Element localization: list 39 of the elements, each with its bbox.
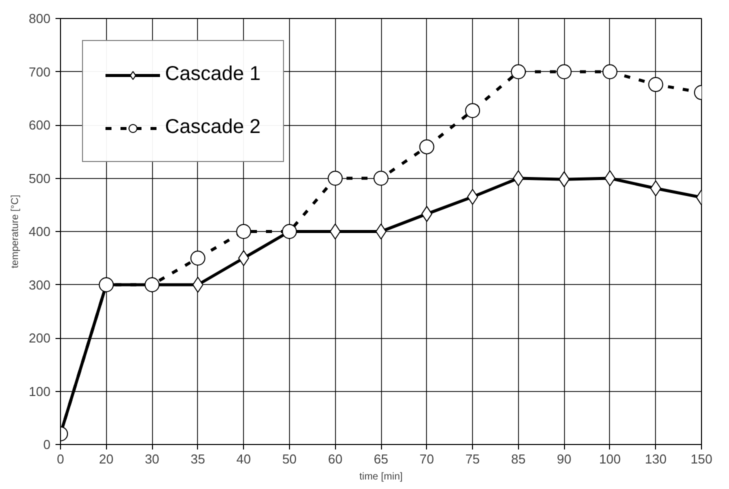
point (328, 170, 343, 186)
x-tick-label: 40 (236, 452, 251, 466)
y-tick-label: 300 (28, 277, 51, 292)
y-tick-label: 800 (28, 11, 51, 26)
y-tick-label: 200 (28, 330, 51, 346)
legend-label: Cascade 1 (165, 63, 261, 86)
y-tick-label: 400 (28, 224, 51, 239)
x-axis-title: time [min] (359, 472, 403, 482)
point (419, 139, 434, 154)
x-tick-label: 75 (465, 452, 480, 466)
y-tick-label: 0 (43, 437, 51, 452)
x-tick-label: 85 (511, 452, 526, 466)
point (330, 224, 341, 240)
y-axis-title: temperature [°C] (10, 194, 21, 268)
x-tick-label: 30 (144, 452, 160, 466)
x-tick-label: 0 (56, 452, 64, 466)
x-tick-label: 130 (644, 452, 667, 466)
y-tick-label: 700 (28, 64, 51, 80)
point (465, 103, 480, 118)
y-tick-label: 600 (28, 118, 51, 132)
legend-label: Cascade 2 (165, 116, 261, 139)
x-tick-label: 90 (556, 452, 572, 466)
x-tick-label: 20 (99, 452, 114, 466)
x-tick-label: 150 (690, 452, 712, 466)
point (374, 170, 388, 186)
x-tick-label: 50 (282, 452, 297, 466)
x-tick-label: 65 (374, 452, 388, 466)
point (510, 64, 526, 80)
x-tick-label: 70 (420, 452, 434, 466)
point (556, 64, 572, 80)
x-tick-label: 35 (190, 452, 206, 466)
x-tick-label: 60 (328, 452, 342, 466)
y-tick-label: 500 (28, 170, 51, 186)
point (190, 250, 206, 266)
y-tick-label: 100 (28, 384, 51, 399)
x-tick-label: 100 (599, 452, 621, 466)
point (602, 64, 618, 80)
point (236, 224, 252, 239)
point (648, 77, 664, 92)
